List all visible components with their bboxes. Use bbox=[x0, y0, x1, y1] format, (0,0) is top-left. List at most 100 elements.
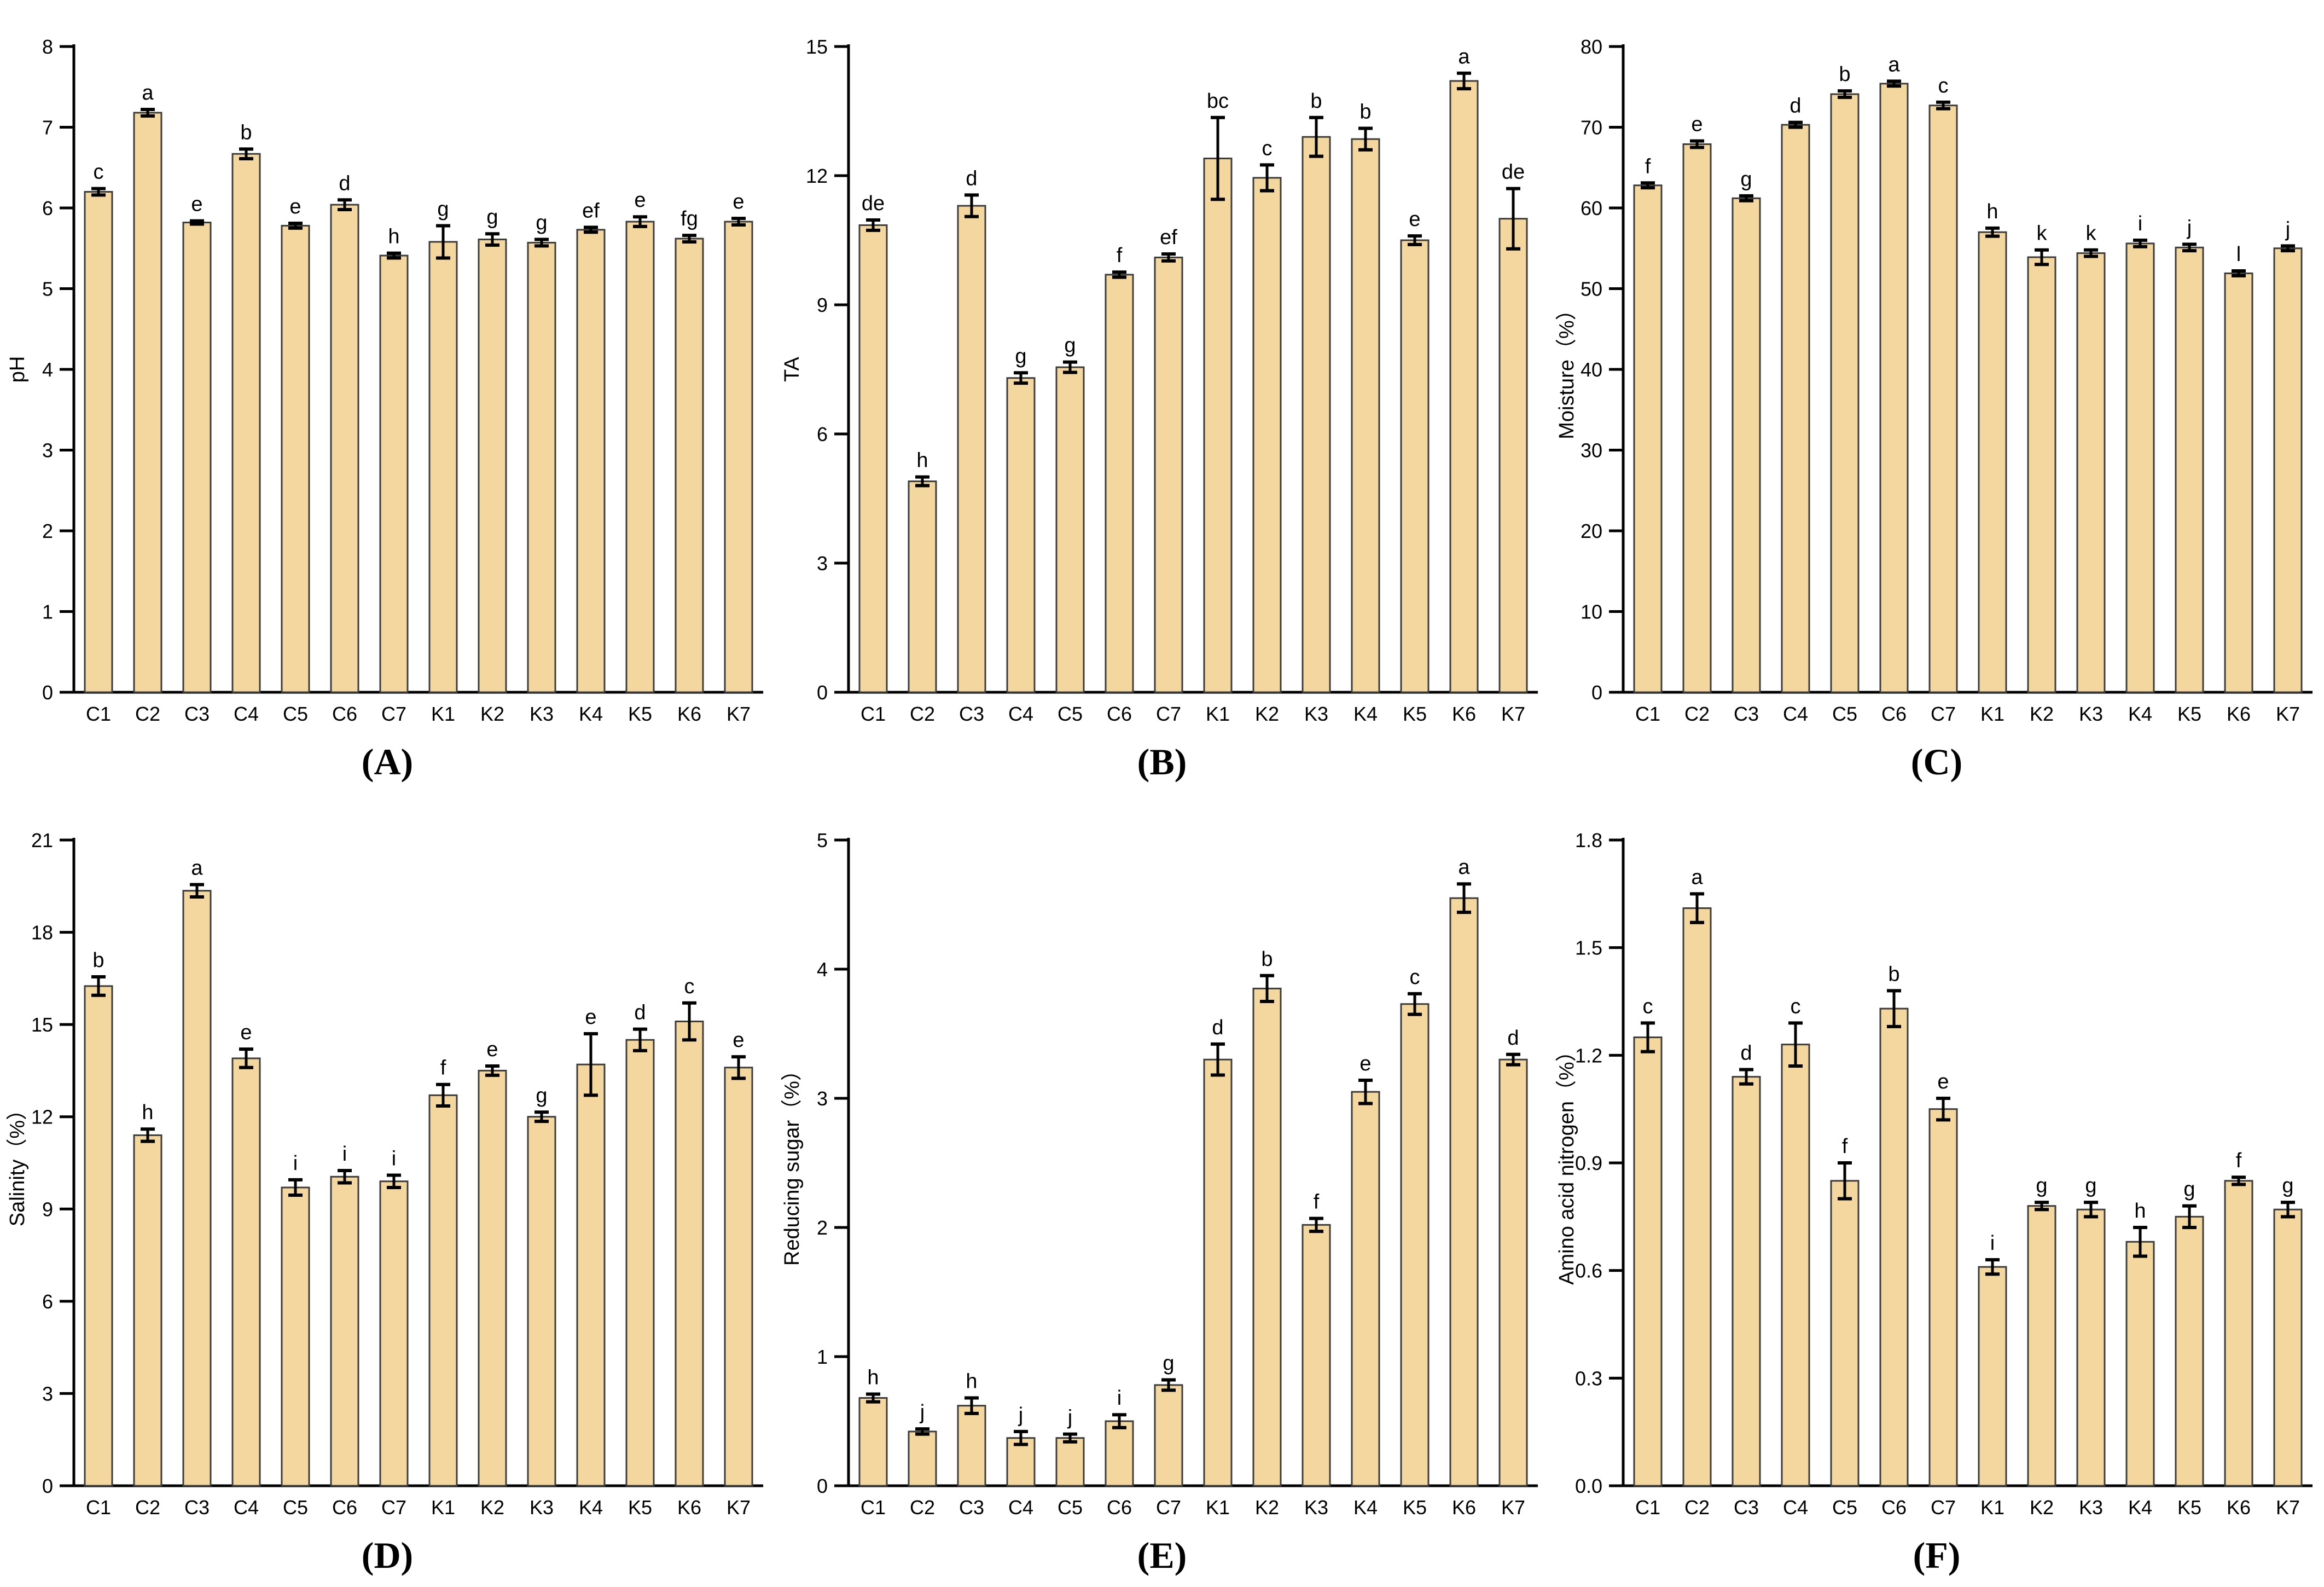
x-category-label: C6 bbox=[1881, 1496, 1907, 1519]
y-tick-label: 0.3 bbox=[1575, 1367, 1602, 1389]
sig-letter: h bbox=[142, 1101, 153, 1124]
error-bar-C3 bbox=[1739, 1068, 1753, 1086]
error-bar-C3 bbox=[965, 1396, 979, 1415]
x-category-label: C1 bbox=[861, 703, 886, 725]
y-tick-label: 0 bbox=[817, 1475, 828, 1497]
x-category-label: C2 bbox=[135, 703, 160, 725]
x-category-label: K2 bbox=[480, 1496, 504, 1519]
bar-C1 bbox=[1633, 1036, 1663, 1487]
x-category-label: C2 bbox=[910, 703, 935, 725]
bar-K4 bbox=[2125, 1241, 2155, 1487]
error-bar-C3 bbox=[190, 883, 204, 899]
bar-C1 bbox=[84, 191, 113, 693]
sig-letter: d bbox=[1212, 1016, 1223, 1039]
error-bar-C4 bbox=[239, 1047, 253, 1069]
panel-f-chart: 0.0 0.3 0.6 0.9 1.2 1.5 1.8 Amino acid nitrogen… bbox=[1555, 829, 2313, 1576]
x-category-label: C7 bbox=[1156, 1496, 1181, 1519]
sig-letter: i bbox=[1117, 1387, 1122, 1410]
bar-K3 bbox=[2076, 252, 2106, 693]
sig-letter: a bbox=[1458, 45, 1470, 68]
panel-label: (E) bbox=[1137, 1534, 1187, 1576]
error-bar-C3 bbox=[965, 193, 979, 218]
error-bar-K4 bbox=[584, 225, 598, 234]
bar-C4 bbox=[1781, 1044, 1810, 1487]
error-bar-K1 bbox=[1985, 226, 2000, 238]
x-category-label: K2 bbox=[1255, 1496, 1279, 1519]
bar-C3 bbox=[182, 222, 212, 693]
sig-letter: de bbox=[862, 192, 885, 215]
sig-letter: b bbox=[1359, 100, 1371, 123]
sig-letter: a bbox=[142, 82, 154, 105]
x-category-label: C4 bbox=[234, 1496, 259, 1519]
error-bar-C4 bbox=[1014, 1429, 1028, 1446]
y-tick-label: 5 bbox=[817, 829, 828, 852]
x-category-label: K1 bbox=[431, 1496, 455, 1519]
x-category-label: K4 bbox=[2128, 703, 2152, 725]
sig-letter: e bbox=[289, 195, 301, 218]
error-bar-C7 bbox=[1161, 252, 1176, 263]
sig-letter: b bbox=[92, 949, 104, 972]
sig-letter: f bbox=[1645, 155, 1651, 178]
y-tick-label: 2 bbox=[42, 520, 53, 542]
bar-C2 bbox=[908, 1430, 937, 1487]
error-bar-K6 bbox=[2232, 269, 2246, 277]
error-bar-K5 bbox=[633, 1027, 647, 1052]
bar-K1 bbox=[1203, 158, 1233, 693]
x-category-label: C6 bbox=[1107, 1496, 1132, 1519]
x-category-label: C3 bbox=[184, 1496, 210, 1519]
bar-K4 bbox=[1351, 1091, 1380, 1487]
bar-K2 bbox=[2027, 1205, 2056, 1487]
error-bar-C6 bbox=[1112, 1413, 1126, 1429]
x-category-label: K2 bbox=[480, 703, 504, 725]
sig-letter: i bbox=[342, 1143, 347, 1166]
x-category-label: C4 bbox=[234, 703, 259, 725]
x-category-label: C6 bbox=[332, 1496, 357, 1519]
sig-letter: g bbox=[1064, 334, 1076, 357]
sig-letter: d bbox=[339, 172, 350, 195]
x-category-label: C1 bbox=[1635, 703, 1660, 725]
panel-b: 0 3 6 9 12 15 TA de C1 h C2 d C3 g C4 g C5 f C6 ef C7 bc K1 c K2… bbox=[775, 0, 1549, 793]
sig-letter: i bbox=[392, 1147, 396, 1170]
x-category-label: K3 bbox=[1304, 703, 1328, 725]
bar-K7 bbox=[1498, 218, 1528, 693]
bar-C2 bbox=[133, 112, 162, 693]
error-bar-K7 bbox=[731, 1055, 746, 1080]
sig-letter: c bbox=[1938, 74, 1949, 97]
error-bar-K3 bbox=[2084, 1201, 2098, 1219]
x-category-label: C6 bbox=[332, 703, 357, 725]
error-bar-C5 bbox=[288, 222, 303, 230]
bar-K6 bbox=[1449, 897, 1479, 1487]
x-category-label: K6 bbox=[677, 703, 701, 725]
bar-C2 bbox=[133, 1134, 162, 1487]
error-bar-C7 bbox=[387, 251, 401, 260]
sig-letter: h bbox=[2134, 1200, 2146, 1223]
error-bar-K1 bbox=[1211, 115, 1225, 201]
bar-C5 bbox=[1055, 366, 1085, 693]
bar-K4 bbox=[576, 229, 606, 693]
sig-letter: de bbox=[1502, 161, 1525, 184]
error-bar-C6 bbox=[1112, 270, 1126, 279]
sig-letter: g bbox=[1740, 168, 1752, 191]
sig-letter: g bbox=[437, 198, 449, 221]
sig-letter: f bbox=[2236, 1149, 2242, 1172]
x-category-label: C4 bbox=[1783, 1496, 1808, 1519]
error-bar-C5 bbox=[288, 1178, 303, 1197]
x-category-label: C5 bbox=[283, 703, 308, 725]
bar-K5 bbox=[2175, 246, 2204, 693]
error-bar-K2 bbox=[2035, 248, 2049, 267]
error-bar-C3 bbox=[190, 219, 204, 226]
x-category-label: K5 bbox=[1403, 703, 1427, 725]
y-tick-label: 1 bbox=[42, 601, 53, 623]
bar-K5 bbox=[1400, 1003, 1430, 1487]
y-axis-title: Amino acid nitrogen（%） bbox=[1555, 1041, 1578, 1285]
x-category-label: K6 bbox=[1452, 703, 1476, 725]
x-category-label: K1 bbox=[431, 703, 455, 725]
bar-K2 bbox=[478, 239, 507, 693]
bar-C7 bbox=[1928, 1108, 1958, 1487]
sig-letter: e bbox=[585, 1006, 596, 1029]
error-bar-C7 bbox=[387, 1173, 401, 1189]
bar-K1 bbox=[428, 241, 458, 693]
x-category-label: K3 bbox=[2079, 1496, 2103, 1519]
sig-letter: h bbox=[1986, 200, 1998, 223]
y-tick-label: 3 bbox=[42, 439, 53, 462]
